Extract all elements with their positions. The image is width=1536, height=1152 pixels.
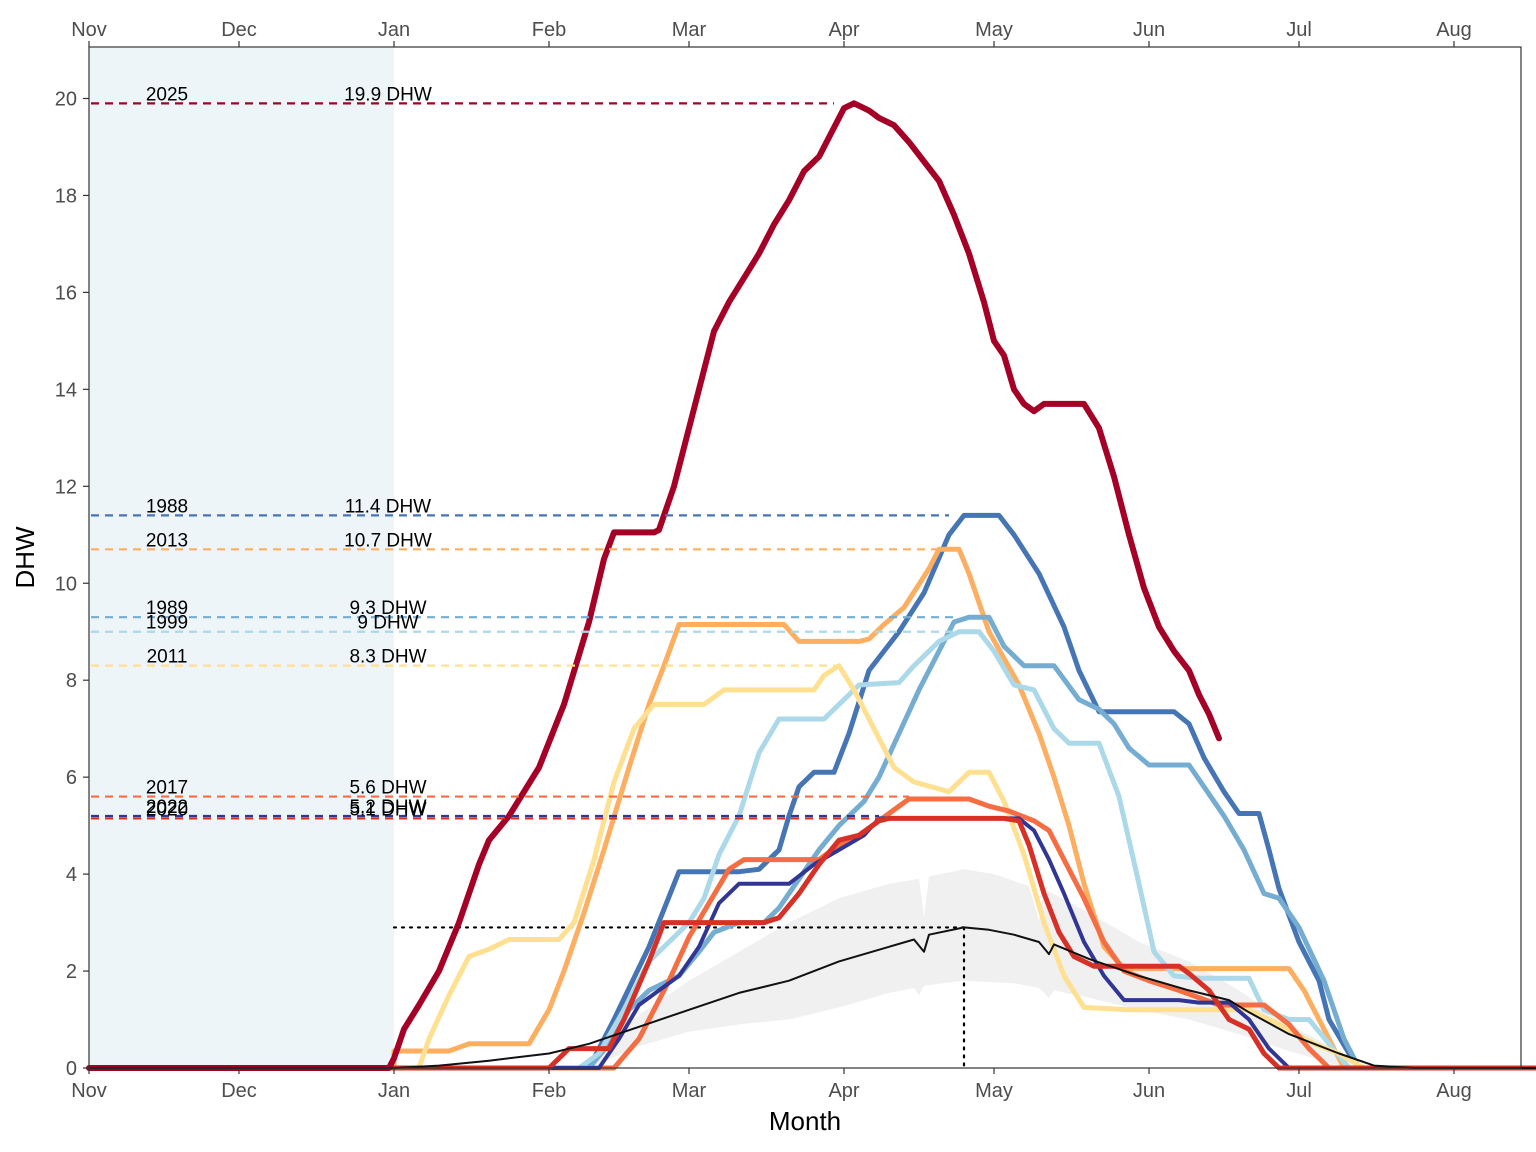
max-year-label-2011: 2011 [147,647,188,668]
x-tick-label-bottom: Nov [71,1080,107,1102]
y-tick-label: 10 [55,573,77,595]
y-tick-label: 6 [66,767,77,789]
series-line-2020 [86,815,1536,1071]
max-value-label-1999: 9 DHW [357,613,418,634]
axes-layer: 0 2 4 6 8 10 12 14 16 18 20 Nov Nov Dec Dec Jan Jan Feb Fe… [55,19,1472,1102]
max-value-label-2017: 5.6 DHW [349,778,426,799]
x-tick-label-bottom: May [975,1080,1013,1102]
x-tick-label-top: Apr [828,19,859,41]
max-year-label-2020: 2020 [146,799,188,820]
y-tick-label: 0 [66,1058,77,1080]
climatology-mean-layer [89,926,1536,1069]
max-labels-layer: 2025 19.9 DHW 1988 11.4 DHW 2013 10.7 DHW 1989… [146,84,432,820]
climatology-mean-line [89,926,1536,1069]
max-year-label-1989: 1989 [146,598,188,619]
y-tick-label: 4 [66,864,77,886]
reference-lines-layer [392,926,966,1070]
max-value-label-2025: 19.9 DHW [344,84,432,105]
max-year-label-2025: 2025 [146,84,188,105]
climatology-band [589,869,1364,1068]
x-axis-title: Month [769,1106,841,1136]
x-tick-label-bottom: Jul [1286,1080,1312,1102]
series-line-2011 [86,663,1536,1071]
x-tick-label-bottom: Jan [378,1080,410,1102]
x-tick-label-top: Jun [1133,19,1165,41]
x-tick-label-bottom: Apr [828,1080,859,1102]
reference-band-layer [589,869,1364,1068]
x-tick-label-bottom: Dec [221,1080,257,1102]
max-year-label-1999: 1999 [146,613,188,634]
max-value-label-1989: 9.3 DHW [349,598,426,619]
max-value-label-2020: 5.1 DHW [349,799,426,820]
y-tick-label: 20 [55,89,77,111]
x-tick-label-bottom: Feb [532,1080,566,1102]
max-value-label-1988: 11.4 DHW [345,496,431,517]
y-axis-title: DHW [10,526,40,589]
y-tick-label: 16 [55,282,77,304]
x-tick-label-top: Aug [1436,19,1472,41]
max-year-label-2017: 2017 [146,778,188,799]
series-line-1999 [86,629,1536,1071]
y-tick-label: 8 [66,670,77,692]
x-tick-label-bottom: Mar [672,1080,707,1102]
y-tick-label: 12 [55,476,77,498]
y-tick-label: 2 [66,961,77,983]
y-tick-label: 18 [55,185,77,207]
max-value-label-2022: 5.2 DHW [349,797,426,818]
x-tick-label-top: Feb [532,19,566,41]
shaded-region-layer [89,48,394,1068]
shaded-region [89,48,394,1068]
series-line-1989 [86,614,1536,1071]
x-tick-label-top: May [975,19,1013,41]
x-tick-label-top: Nov [71,19,107,41]
x-tick-label-top: Mar [672,19,707,41]
x-tick-label-bottom: Aug [1436,1080,1472,1102]
max-lines-layer [91,102,959,820]
max-year-label-1988: 1988 [146,496,188,517]
x-tick-label-bottom: Jun [1133,1080,1165,1102]
max-value-label-2011: 8.3 DHW [349,647,426,668]
y-tick-label: 14 [55,379,77,401]
series-line-2025 [86,100,1222,1071]
x-tick-label-top: Jan [378,19,410,41]
series-layer [86,100,1536,1071]
max-year-label-2022: 2022 [146,797,188,818]
x-tick-label-top: Dec [221,19,257,41]
panel-border [88,46,1522,1069]
max-year-label-2013: 2013 [146,530,188,551]
max-value-label-2013: 10.7 DHW [344,530,432,551]
x-tick-label-top: Jul [1286,19,1312,41]
